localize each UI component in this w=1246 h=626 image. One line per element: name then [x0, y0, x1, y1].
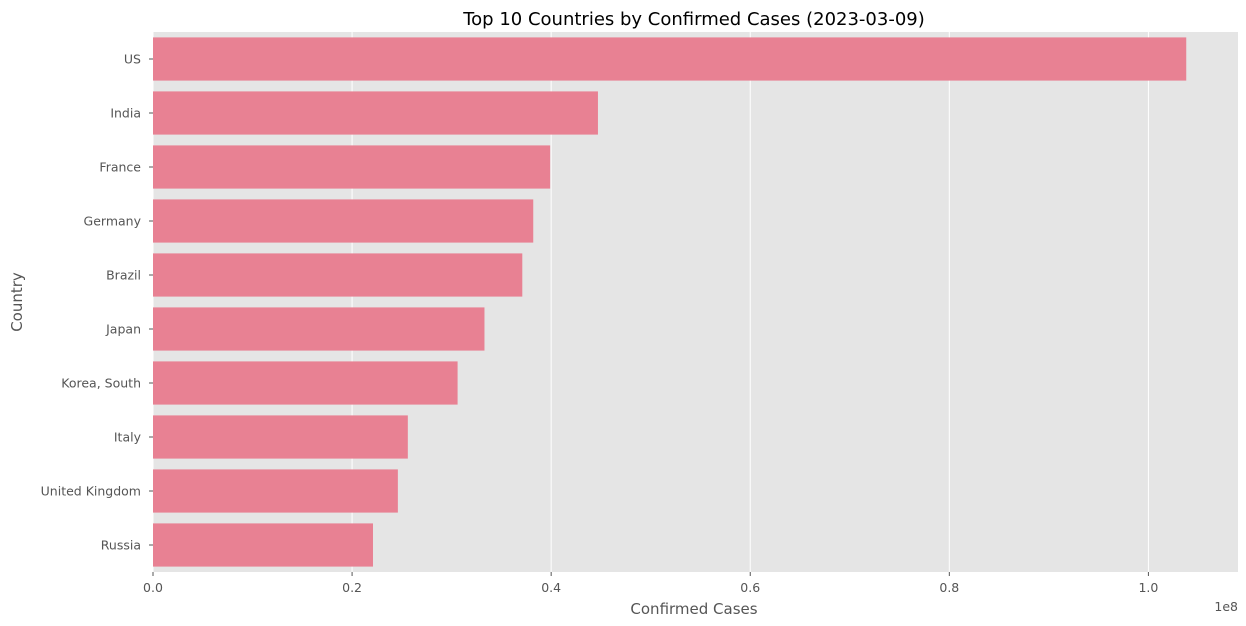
y-axis-ticks: US India France Germany Brazil Japan Korea, So… — [41, 52, 153, 553]
x-axis-offset-label: 1e8 — [1214, 599, 1238, 614]
bar — [153, 469, 398, 513]
bar — [153, 253, 523, 297]
y-tick-label: Italy — [114, 430, 142, 445]
bar — [153, 523, 373, 567]
x-tick-label: 1.0 — [1138, 580, 1158, 595]
bar — [153, 91, 598, 135]
y-tick-label: Russia — [101, 538, 141, 553]
y-tick-label: India — [110, 106, 141, 121]
x-tick-label: 0.4 — [541, 580, 561, 595]
bars — [153, 37, 1187, 567]
bar — [153, 145, 551, 189]
y-tick-label: Korea, South — [61, 376, 141, 391]
x-tick-label: 0.6 — [740, 580, 760, 595]
x-axis-ticks: 0.0 0.2 0.4 0.6 0.8 1.0 — [143, 572, 1158, 595]
y-tick-label: US — [124, 52, 141, 67]
y-axis-label: Country — [8, 272, 26, 332]
y-tick-label: United Kingdom — [41, 484, 141, 499]
chart-title: Top 10 Countries by Confirmed Cases (202… — [462, 9, 925, 30]
x-axis-label: Confirmed Cases — [630, 600, 757, 618]
bar — [153, 37, 1187, 81]
x-tick-label: 0.0 — [143, 580, 163, 595]
x-tick-label: 0.2 — [342, 580, 362, 595]
bar — [153, 361, 458, 405]
y-tick-label: France — [99, 160, 141, 175]
y-tick-label: Germany — [84, 214, 142, 229]
y-tick-label: Japan — [105, 322, 141, 337]
x-tick-label: 0.8 — [939, 580, 959, 595]
bar — [153, 415, 408, 459]
bar — [153, 307, 485, 351]
y-tick-label: Brazil — [106, 268, 141, 283]
bar — [153, 199, 534, 243]
